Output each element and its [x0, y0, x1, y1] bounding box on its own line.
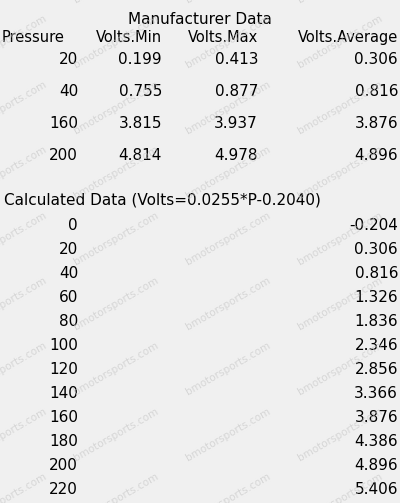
Text: 2.346: 2.346 — [354, 338, 398, 353]
Text: 140: 140 — [49, 386, 78, 401]
Text: 4.896: 4.896 — [354, 148, 398, 163]
Text: bmotorsports.com: bmotorsports.com — [296, 406, 384, 463]
Text: bmotorsports.com: bmotorsports.com — [184, 0, 272, 5]
Text: bmotorsports.com: bmotorsports.com — [296, 144, 384, 201]
Text: 0.816: 0.816 — [354, 84, 398, 99]
Text: 40: 40 — [59, 84, 78, 99]
Text: 0.306: 0.306 — [354, 52, 398, 67]
Text: bmotorsports.com: bmotorsports.com — [0, 275, 48, 332]
Text: 0.755: 0.755 — [119, 84, 162, 99]
Text: 100: 100 — [49, 338, 78, 353]
Text: 4.896: 4.896 — [354, 458, 398, 473]
Text: 0.413: 0.413 — [214, 52, 258, 67]
Text: 5.406: 5.406 — [354, 482, 398, 497]
Text: 200: 200 — [49, 458, 78, 473]
Text: bmotorsports.com: bmotorsports.com — [184, 471, 272, 503]
Text: bmotorsports.com: bmotorsports.com — [72, 0, 160, 5]
Text: bmotorsports.com: bmotorsports.com — [0, 406, 48, 463]
Text: bmotorsports.com: bmotorsports.com — [184, 79, 272, 136]
Text: bmotorsports.com: bmotorsports.com — [0, 0, 48, 5]
Text: bmotorsports.com: bmotorsports.com — [0, 471, 48, 503]
Text: bmotorsports.com: bmotorsports.com — [184, 14, 272, 70]
Text: bmotorsports.com: bmotorsports.com — [0, 14, 48, 70]
Text: bmotorsports.com: bmotorsports.com — [72, 210, 160, 267]
Text: 60: 60 — [59, 290, 78, 305]
Text: 80: 80 — [59, 314, 78, 329]
Text: Volts.Average: Volts.Average — [298, 30, 398, 45]
Text: bmotorsports.com: bmotorsports.com — [184, 144, 272, 201]
Text: 4.978: 4.978 — [214, 148, 258, 163]
Text: 4.814: 4.814 — [119, 148, 162, 163]
Text: 2.856: 2.856 — [354, 362, 398, 377]
Text: bmotorsports.com: bmotorsports.com — [296, 341, 384, 397]
Text: Volts.Min: Volts.Min — [96, 30, 162, 45]
Text: 200: 200 — [49, 148, 78, 163]
Text: bmotorsports.com: bmotorsports.com — [184, 341, 272, 397]
Text: 1.836: 1.836 — [354, 314, 398, 329]
Text: bmotorsports.com: bmotorsports.com — [72, 406, 160, 463]
Text: bmotorsports.com: bmotorsports.com — [0, 144, 48, 201]
Text: bmotorsports.com: bmotorsports.com — [72, 79, 160, 136]
Text: Manufacturer Data: Manufacturer Data — [128, 12, 272, 27]
Text: 0.816: 0.816 — [354, 266, 398, 281]
Text: bmotorsports.com: bmotorsports.com — [296, 14, 384, 70]
Text: bmotorsports.com: bmotorsports.com — [296, 0, 384, 5]
Text: bmotorsports.com: bmotorsports.com — [184, 406, 272, 463]
Text: 3.876: 3.876 — [354, 116, 398, 131]
Text: 120: 120 — [49, 362, 78, 377]
Text: 160: 160 — [49, 410, 78, 425]
Text: bmotorsports.com: bmotorsports.com — [296, 275, 384, 332]
Text: 0.877: 0.877 — [215, 84, 258, 99]
Text: 3.815: 3.815 — [118, 116, 162, 131]
Text: bmotorsports.com: bmotorsports.com — [72, 144, 160, 201]
Text: bmotorsports.com: bmotorsports.com — [184, 275, 272, 332]
Text: bmotorsports.com: bmotorsports.com — [184, 210, 272, 267]
Text: bmotorsports.com: bmotorsports.com — [0, 341, 48, 397]
Text: 3.876: 3.876 — [354, 410, 398, 425]
Text: 0.306: 0.306 — [354, 242, 398, 257]
Text: 20: 20 — [59, 242, 78, 257]
Text: 20: 20 — [59, 52, 78, 67]
Text: bmotorsports.com: bmotorsports.com — [72, 471, 160, 503]
Text: 160: 160 — [49, 116, 78, 131]
Text: Calculated Data (Volts=0.0255*P-0.2040): Calculated Data (Volts=0.0255*P-0.2040) — [4, 192, 321, 207]
Text: 180: 180 — [49, 434, 78, 449]
Text: bmotorsports.com: bmotorsports.com — [72, 341, 160, 397]
Text: bmotorsports.com: bmotorsports.com — [296, 471, 384, 503]
Text: bmotorsports.com: bmotorsports.com — [72, 275, 160, 332]
Text: bmotorsports.com: bmotorsports.com — [0, 79, 48, 136]
Text: -0.204: -0.204 — [349, 218, 398, 233]
Text: bmotorsports.com: bmotorsports.com — [296, 210, 384, 267]
Text: bmotorsports.com: bmotorsports.com — [0, 210, 48, 267]
Text: 3.366: 3.366 — [354, 386, 398, 401]
Text: Volts.Max: Volts.Max — [188, 30, 258, 45]
Text: bmotorsports.com: bmotorsports.com — [296, 79, 384, 136]
Text: 40: 40 — [59, 266, 78, 281]
Text: bmotorsports.com: bmotorsports.com — [72, 14, 160, 70]
Text: 0: 0 — [68, 218, 78, 233]
Text: Pressure: Pressure — [2, 30, 65, 45]
Text: 3.937: 3.937 — [214, 116, 258, 131]
Text: 1.326: 1.326 — [354, 290, 398, 305]
Text: 4.386: 4.386 — [354, 434, 398, 449]
Text: 0.199: 0.199 — [118, 52, 162, 67]
Text: 220: 220 — [49, 482, 78, 497]
